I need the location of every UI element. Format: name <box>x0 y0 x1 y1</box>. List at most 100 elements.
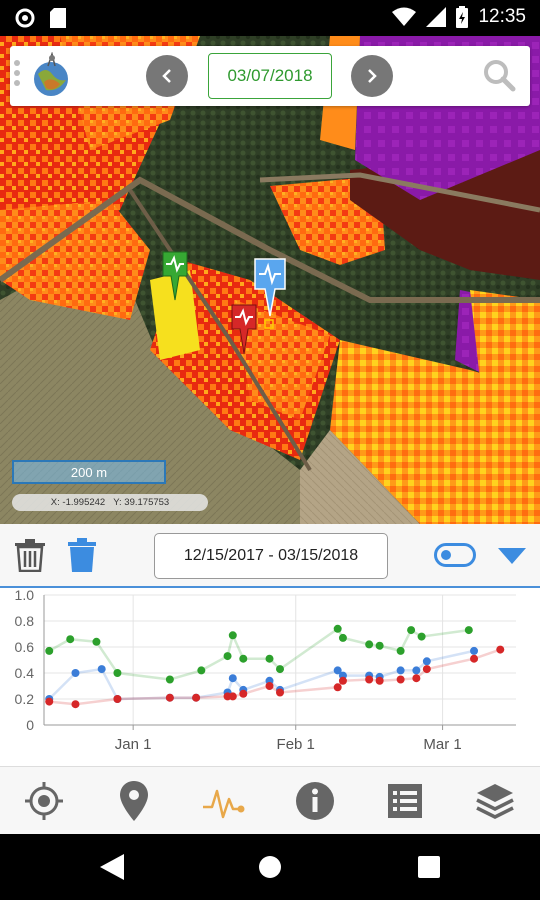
y-tick-label: 0 <box>26 717 34 733</box>
data-point[interactable] <box>71 669 80 677</box>
next-date-button[interactable] <box>351 55 393 97</box>
home-icon[interactable] <box>258 855 282 879</box>
layers-icon <box>476 784 514 819</box>
data-point[interactable] <box>228 674 237 683</box>
data-point[interactable] <box>276 665 284 674</box>
data-point[interactable] <box>45 697 54 706</box>
trash-filled-icon[interactable] <box>68 538 96 572</box>
coordinate-readout: X: -1.995242 Y: 39.175753 <box>12 494 208 511</box>
y-tick-label: 0.2 <box>15 691 35 707</box>
data-point[interactable] <box>464 626 473 635</box>
map-imagery <box>0 36 540 524</box>
data-point[interactable] <box>333 666 342 675</box>
map-marker-blue[interactable] <box>254 258 286 317</box>
data-point[interactable] <box>45 646 54 655</box>
data-point[interactable] <box>422 657 431 666</box>
trash-icon[interactable] <box>14 538 46 572</box>
data-point[interactable] <box>66 635 75 644</box>
data-point[interactable] <box>407 626 416 635</box>
data-point[interactable] <box>239 689 248 698</box>
circle-icon <box>15 8 35 28</box>
data-point[interactable] <box>417 632 426 641</box>
map-marker-red[interactable] <box>231 304 257 355</box>
nav-list[interactable] <box>383 779 427 823</box>
data-point[interactable] <box>276 688 284 697</box>
selected-point <box>264 319 274 329</box>
data-point[interactable] <box>375 641 384 650</box>
y-tick-label: 0.8 <box>15 613 35 629</box>
data-point[interactable] <box>165 675 174 684</box>
data-point[interactable] <box>97 665 106 674</box>
info-icon <box>296 782 334 820</box>
data-point[interactable] <box>396 675 405 684</box>
data-point[interactable] <box>71 700 80 709</box>
series-line-0 <box>48 626 469 681</box>
sd-card-icon <box>50 8 66 28</box>
y-tick-label: 1.0 <box>15 588 35 603</box>
nav-charts[interactable] <box>202 779 246 823</box>
data-point[interactable] <box>496 645 505 654</box>
previous-date-button[interactable] <box>146 55 188 97</box>
x-tick-label: Jan 1 <box>115 736 152 753</box>
data-point[interactable] <box>333 624 342 633</box>
drag-handle-icon[interactable] <box>14 60 20 86</box>
back-icon[interactable] <box>100 854 124 880</box>
top-bar: 03/07/2018 <box>10 46 530 106</box>
nav-locate[interactable] <box>22 779 66 823</box>
y-tick-label: 0.4 <box>15 665 35 681</box>
triangle-down-icon[interactable] <box>498 548 526 564</box>
data-point[interactable] <box>396 646 405 655</box>
data-point[interactable] <box>412 666 421 675</box>
x-tick-label: Mar 1 <box>423 736 461 753</box>
recents-icon[interactable] <box>418 856 440 878</box>
data-point[interactable] <box>223 652 232 661</box>
panel-toolbar: 12/15/2017 - 03/15/2018 <box>0 524 540 588</box>
data-point[interactable] <box>228 692 237 701</box>
data-point[interactable] <box>113 669 122 677</box>
data-point[interactable] <box>375 676 384 685</box>
nav-layers[interactable] <box>473 779 517 823</box>
app-logo <box>34 52 68 96</box>
bottom-navigation <box>0 766 540 835</box>
list-icon <box>388 784 422 818</box>
data-point[interactable] <box>92 637 101 646</box>
scale-label: 200 m <box>70 464 108 480</box>
satellite-map[interactable] <box>0 36 540 524</box>
status-bar: 12:35 <box>0 0 540 36</box>
map-scale-bar: 200 m <box>12 460 166 484</box>
coord-x: X: -1.995242 <box>50 497 106 508</box>
data-point[interactable] <box>365 640 374 649</box>
data-point[interactable] <box>265 682 274 690</box>
data-point[interactable] <box>422 665 431 674</box>
chevron-left-icon <box>162 69 171 83</box>
data-point[interactable] <box>228 631 237 640</box>
current-date-field[interactable]: 03/07/2018 <box>208 53 332 99</box>
time-series-chart: 1.0 0.8 0.6 0.4 0.2 0 Jan 1 Feb 1 Mar 1 <box>15 588 516 753</box>
nav-info[interactable] <box>293 779 337 823</box>
data-point[interactable] <box>165 693 174 702</box>
data-point[interactable] <box>333 683 342 692</box>
data-point[interactable] <box>470 654 479 663</box>
map-marker-green[interactable] <box>162 251 188 301</box>
nav-markers[interactable] <box>112 779 156 823</box>
data-point[interactable] <box>338 633 347 642</box>
system-navigation-bar <box>0 834 540 900</box>
toggle-icon[interactable] <box>434 543 476 567</box>
cell-signal-icon <box>426 7 447 27</box>
data-point[interactable] <box>265 654 274 663</box>
wifi-icon <box>392 7 417 26</box>
data-point[interactable] <box>470 646 479 655</box>
data-point[interactable] <box>365 675 374 684</box>
data-point[interactable] <box>239 654 248 663</box>
data-point[interactable] <box>197 666 206 675</box>
status-time: 12:35 <box>478 6 526 27</box>
data-point[interactable] <box>412 674 421 683</box>
search-icon[interactable] <box>482 58 516 92</box>
data-point[interactable] <box>192 693 201 702</box>
data-point[interactable] <box>396 666 405 675</box>
battery-icon <box>456 6 469 28</box>
pulse-icon <box>203 789 245 819</box>
date-range-field[interactable]: 12/15/2017 - 03/15/2018 <box>154 533 388 579</box>
data-point[interactable] <box>113 695 122 703</box>
data-point[interactable] <box>338 676 347 685</box>
